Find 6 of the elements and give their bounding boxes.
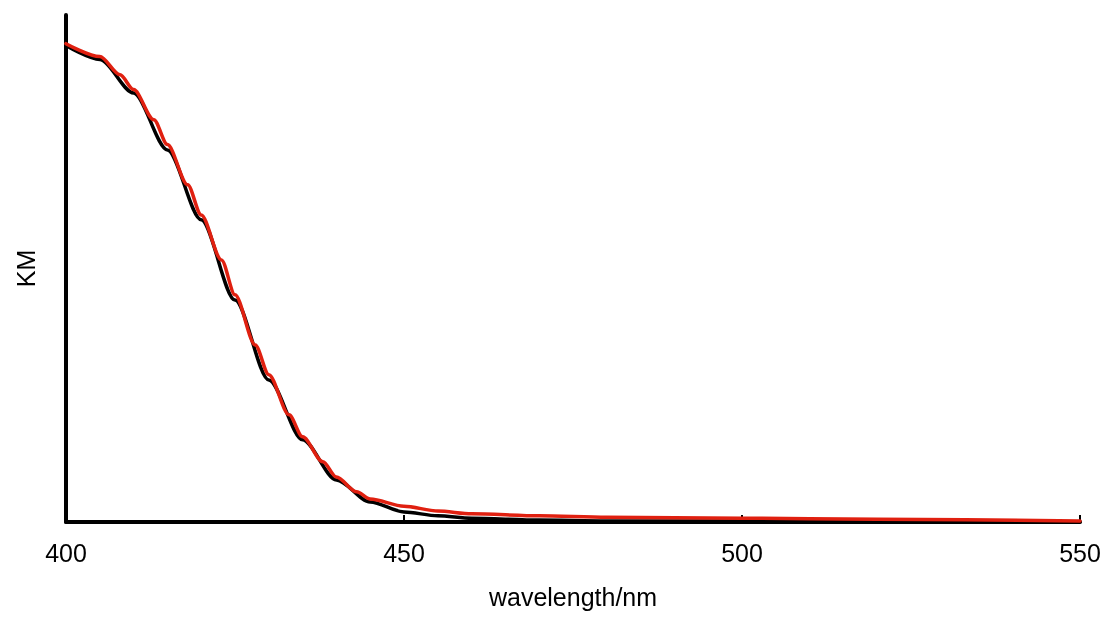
x-tick-label: 400 bbox=[45, 538, 87, 567]
x-axis-title: wavelength/nm bbox=[487, 582, 658, 611]
y-axis-title: KM bbox=[11, 249, 40, 288]
x-tick-label: 550 bbox=[1059, 538, 1101, 567]
x-tick-label: 500 bbox=[721, 538, 763, 567]
x-tick-label: 450 bbox=[383, 538, 425, 567]
